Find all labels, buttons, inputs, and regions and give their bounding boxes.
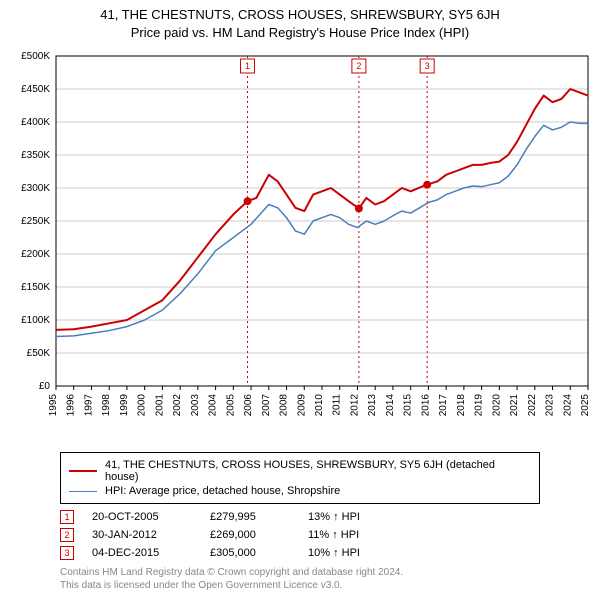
svg-text:1996: 1996 [66, 394, 77, 417]
svg-text:2010: 2010 [314, 394, 325, 417]
title-line-1: 41, THE CHESTNUTS, CROSS HOUSES, SHREWSB… [4, 6, 596, 24]
sale-price: £269,000 [210, 529, 290, 541]
footnote-line-1: Contains HM Land Registry data © Crown c… [60, 566, 540, 579]
chart-area: £0 £50K £100K £150K £200K £250K £300K £350K £400… [0, 46, 600, 446]
svg-text:2019: 2019 [474, 394, 485, 417]
sale-date: 30-JAN-2012 [92, 529, 192, 541]
svg-text:1995: 1995 [48, 394, 59, 417]
svg-text:1998: 1998 [101, 394, 112, 417]
svg-text:£0: £0 [39, 381, 51, 392]
sale-row: 1 20-OCT-2005 £279,995 13% ↑ HPI [60, 510, 540, 524]
svg-text:2011: 2011 [332, 394, 343, 416]
svg-text:2016: 2016 [420, 394, 431, 417]
sale-marker: 3 [60, 546, 74, 560]
sale-price: £305,000 [210, 547, 290, 559]
svg-text:2006: 2006 [243, 394, 254, 417]
svg-text:2018: 2018 [456, 394, 467, 417]
svg-text:£400K: £400K [21, 117, 50, 128]
svg-text:£200K: £200K [21, 249, 50, 260]
svg-text:1999: 1999 [119, 394, 130, 417]
svg-text:2013: 2013 [367, 394, 378, 417]
legend-row: HPI: Average price, detached house, Shro… [69, 485, 531, 497]
svg-text:£500K: £500K [21, 51, 50, 62]
sales-table: 1 20-OCT-2005 £279,995 13% ↑ HPI 2 30-JAN-201… [60, 510, 540, 560]
svg-text:£150K: £150K [21, 282, 50, 293]
title-line-2: Price paid vs. HM Land Registry's House … [4, 24, 596, 42]
svg-text:2014: 2014 [385, 394, 396, 417]
svg-text:2009: 2009 [296, 394, 307, 417]
footnote-line-2: This data is licensed under the Open Gov… [60, 579, 540, 592]
svg-text:2000: 2000 [137, 394, 148, 417]
title-block: 41, THE CHESTNUTS, CROSS HOUSES, SHREWSB… [0, 0, 600, 46]
sale-row: 2 30-JAN-2012 £269,000 11% ↑ HPI [60, 528, 540, 542]
sale-date: 04-DEC-2015 [92, 547, 192, 559]
svg-text:2005: 2005 [225, 394, 236, 417]
sale-pct: 11% ↑ HPI [308, 529, 398, 541]
legend-row: 41, THE CHESTNUTS, CROSS HOUSES, SHREWSB… [69, 459, 531, 483]
sale-date: 20-OCT-2005 [92, 511, 192, 523]
svg-text:2022: 2022 [527, 394, 538, 417]
svg-text:£350K: £350K [21, 150, 50, 161]
svg-text:2007: 2007 [261, 394, 272, 417]
legend: 41, THE CHESTNUTS, CROSS HOUSES, SHREWSB… [60, 452, 540, 504]
svg-text:2004: 2004 [208, 394, 219, 417]
svg-text:3: 3 [425, 61, 430, 71]
sale-row: 3 04-DEC-2015 £305,000 10% ↑ HPI [60, 546, 540, 560]
svg-text:2024: 2024 [562, 394, 573, 417]
legend-label: HPI: Average price, detached house, Shro… [105, 485, 340, 497]
footnote: Contains HM Land Registry data © Crown c… [60, 566, 540, 592]
svg-text:2003: 2003 [190, 394, 201, 417]
svg-text:2025: 2025 [580, 394, 591, 417]
svg-text:2001: 2001 [154, 394, 165, 417]
legend-label: 41, THE CHESTNUTS, CROSS HOUSES, SHREWSB… [105, 459, 531, 483]
svg-text:2002: 2002 [172, 394, 183, 417]
chart-container: 41, THE CHESTNUTS, CROSS HOUSES, SHREWSB… [0, 0, 600, 592]
sale-marker: 1 [60, 510, 74, 524]
svg-text:1: 1 [245, 61, 250, 71]
legend-swatch [69, 470, 97, 472]
svg-text:2021: 2021 [509, 394, 520, 417]
svg-text:2015: 2015 [403, 394, 414, 417]
sale-marker: 2 [60, 528, 74, 542]
svg-text:2: 2 [356, 61, 361, 71]
svg-text:£250K: £250K [21, 216, 50, 227]
sale-price: £279,995 [210, 511, 290, 523]
svg-text:£450K: £450K [21, 84, 50, 95]
svg-text:1997: 1997 [83, 394, 94, 417]
svg-text:2012: 2012 [349, 394, 360, 417]
sale-pct: 10% ↑ HPI [308, 547, 398, 559]
svg-text:2020: 2020 [491, 394, 502, 417]
svg-text:2023: 2023 [545, 394, 556, 417]
svg-text:£100K: £100K [21, 315, 50, 326]
svg-text:2017: 2017 [438, 394, 449, 417]
svg-text:£50K: £50K [27, 348, 51, 359]
chart-svg: £0 £50K £100K £150K £200K £250K £300K £350K £400… [0, 46, 600, 446]
svg-text:£300K: £300K [21, 183, 50, 194]
svg-text:2008: 2008 [279, 394, 290, 417]
legend-swatch [69, 491, 97, 492]
sale-pct: 13% ↑ HPI [308, 511, 398, 523]
